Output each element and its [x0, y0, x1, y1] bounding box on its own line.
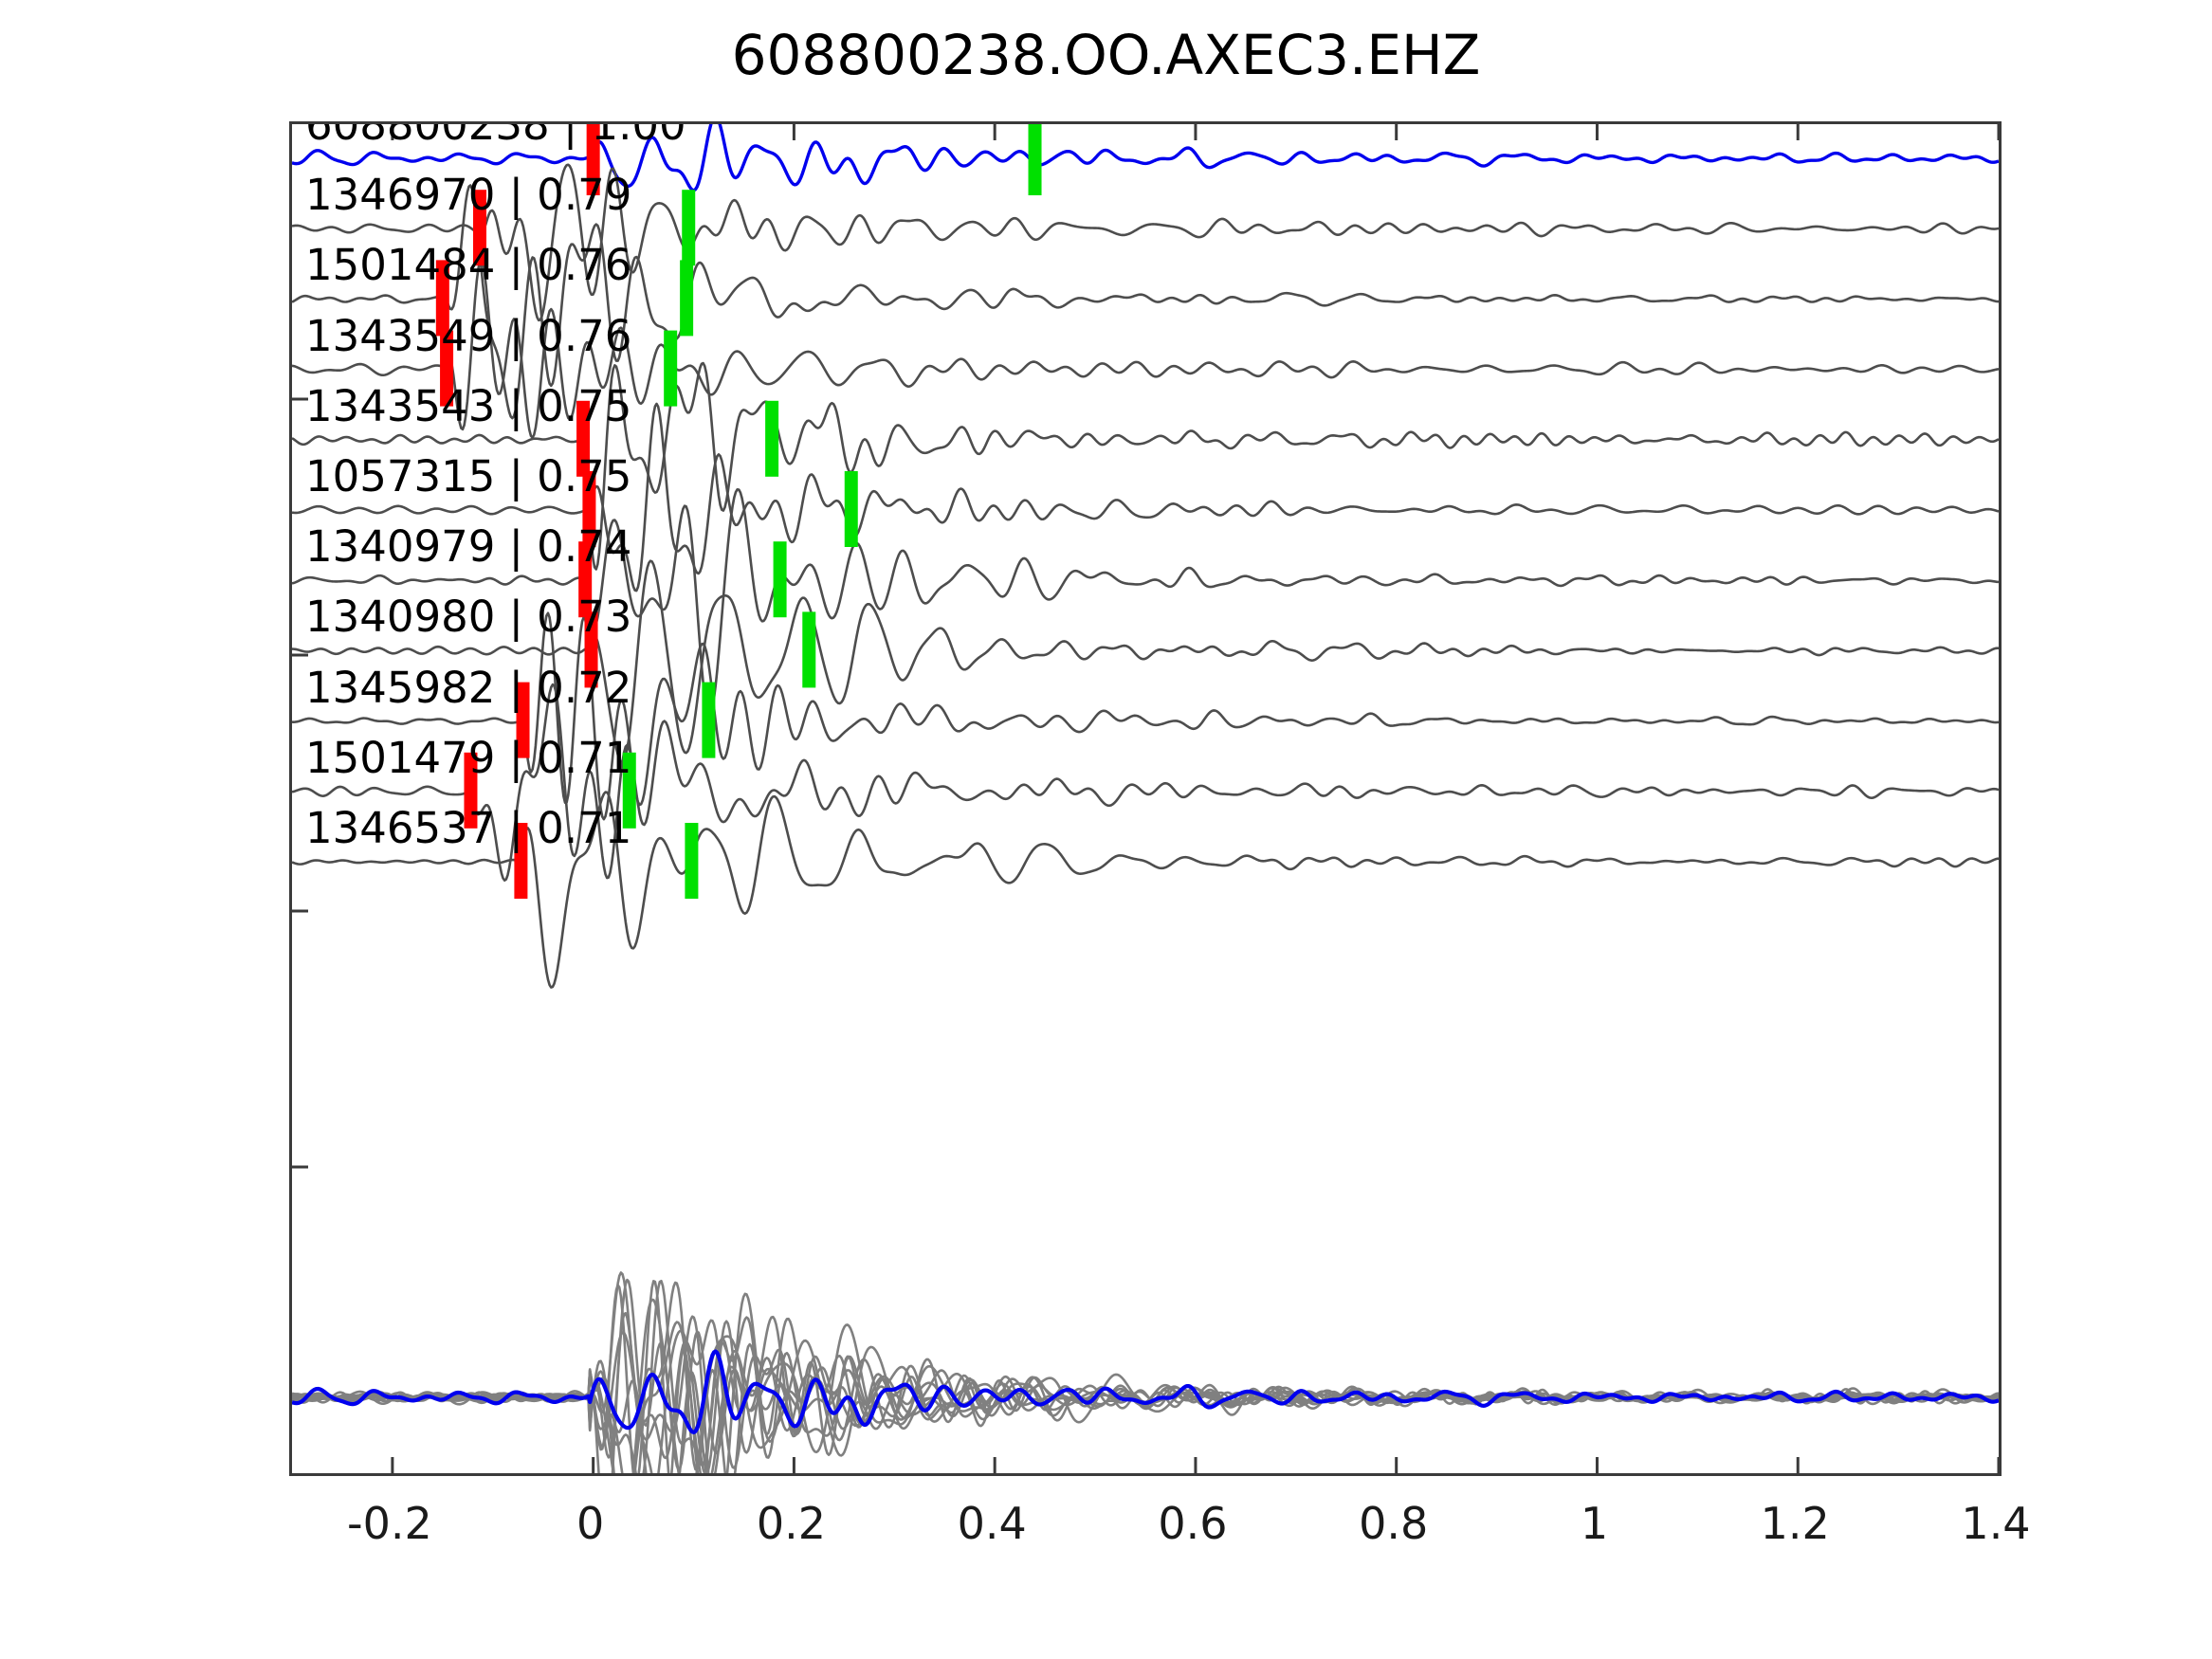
- y-axis-ticks: [292, 397, 308, 1169]
- x-tick-label: 1.4: [1961, 1498, 2031, 1549]
- s-pick-marker: [685, 823, 699, 899]
- s-pick-marker: [682, 190, 696, 266]
- stack-trace: [292, 1271, 1999, 1473]
- waveform-trace: [292, 611, 1999, 821]
- stack-trace: [292, 1292, 1999, 1473]
- p-pick-marker: [440, 330, 454, 407]
- stack-group: [292, 1271, 1999, 1473]
- x-tick-label: 1.2: [1760, 1498, 1830, 1549]
- waveform-trace: [292, 163, 1999, 322]
- p-pick-marker: [464, 752, 478, 829]
- waveform-trace: [292, 124, 1999, 192]
- p-pick-marker: [473, 190, 486, 266]
- waveform-trace: [292, 683, 1999, 882]
- stack-reference-trace: [292, 1349, 1999, 1435]
- waveform-trace: [292, 361, 1999, 571]
- waveform-trace: [292, 184, 1999, 420]
- stack-trace: [292, 1281, 1999, 1473]
- s-pick-marker: [773, 541, 787, 618]
- x-tick-label: 0.2: [756, 1498, 826, 1549]
- waveform-trace: [292, 488, 1999, 717]
- s-pick-marker: [702, 682, 716, 758]
- waveform-trace: [292, 791, 1999, 989]
- s-pick-marker: [1028, 124, 1042, 195]
- s-pick-marker: [802, 611, 816, 688]
- stack-trace: [292, 1321, 1999, 1473]
- stack-trace: [292, 1278, 1999, 1471]
- stack-trace: [292, 1280, 1999, 1473]
- p-pick-marker: [514, 823, 528, 899]
- x-tick-label: 0.8: [1359, 1498, 1429, 1549]
- p-pick-marker: [576, 400, 591, 477]
- s-pick-marker: [622, 752, 636, 829]
- p-pick-marker: [582, 471, 596, 547]
- pick-markers-group: [435, 124, 1042, 899]
- s-pick-marker: [664, 330, 678, 407]
- x-tick-label: 0.6: [1158, 1498, 1228, 1549]
- p-pick-marker: [516, 682, 530, 758]
- s-pick-marker: [844, 471, 858, 547]
- x-tick-label: 0: [576, 1498, 605, 1549]
- p-pick-marker: [435, 260, 449, 337]
- x-tick-label: -0.2: [346, 1498, 432, 1549]
- s-pick-marker: [765, 400, 779, 477]
- waveform-trace: [292, 402, 1999, 592]
- p-pick-marker: [586, 124, 600, 195]
- stack-trace: [292, 1279, 1999, 1473]
- x-axis-ticks: [391, 124, 1999, 1473]
- trace-group: [292, 124, 1999, 989]
- waveform-trace: [292, 559, 1999, 764]
- p-pick-marker: [584, 611, 598, 688]
- p-pick-marker: [578, 541, 593, 618]
- s-pick-marker: [680, 260, 694, 337]
- x-axis-tick-labels: -0.2 0 0.2 0.4 0.6 0.8 1 1.2 1.4: [0, 1498, 2212, 1564]
- x-tick-label: 0.4: [957, 1498, 1027, 1549]
- stack-trace: [292, 1298, 1999, 1473]
- waveform-trace: [292, 258, 1999, 439]
- plot-area: 608800238 | 1.00 1346970 | 0.79 1501484 | …: [289, 121, 2002, 1476]
- waveform-canvas: [292, 124, 1999, 1473]
- x-tick-label: 1: [1580, 1498, 1609, 1549]
- page-title: 608800238.OO.AXEC3.EHZ: [731, 23, 1481, 87]
